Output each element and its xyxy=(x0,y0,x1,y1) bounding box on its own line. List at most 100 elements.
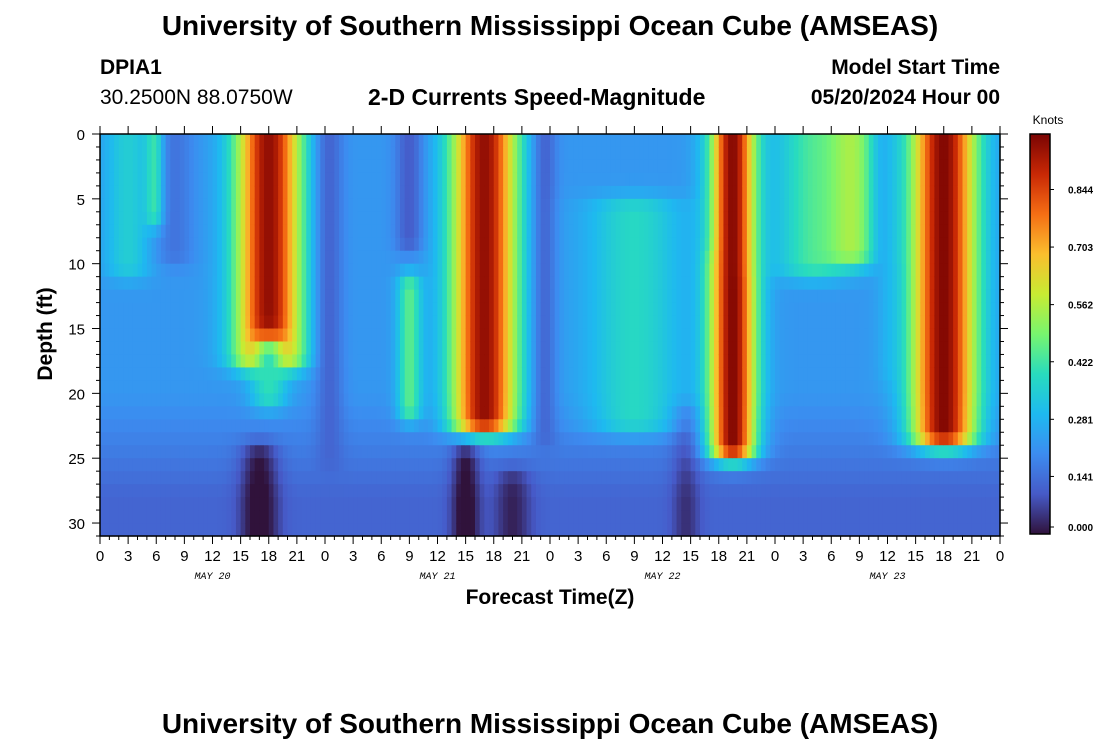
heatmap-cell xyxy=(273,172,279,187)
heatmap-cell xyxy=(475,432,481,446)
heatmap-cell xyxy=(470,146,476,161)
heatmap-cell xyxy=(390,328,396,343)
heatmap-cell xyxy=(404,380,410,394)
heatmap-cell xyxy=(207,198,214,213)
heatmap-cell xyxy=(671,224,678,239)
heatmap-cell xyxy=(282,198,289,213)
heatmap-cell xyxy=(831,159,837,174)
heatmap-cell xyxy=(282,380,289,394)
heatmap-cell xyxy=(282,497,289,511)
heatmap-cell xyxy=(512,328,518,343)
heatmap-cell xyxy=(606,497,612,511)
heatmap-cell xyxy=(503,406,509,420)
heatmap-cell xyxy=(770,289,776,304)
heatmap-cell xyxy=(817,341,823,356)
heatmap-cell xyxy=(278,315,284,330)
heatmap-cell xyxy=(817,354,823,369)
heatmap-cell xyxy=(531,159,537,174)
heatmap-cell xyxy=(282,393,289,407)
heatmap-cell xyxy=(235,380,242,394)
heatmap-cell xyxy=(306,432,312,446)
heatmap-cell xyxy=(812,523,818,537)
heatmap-cell xyxy=(409,406,415,420)
heatmap-cell xyxy=(671,523,678,537)
heatmap-cell xyxy=(217,237,223,252)
heatmap-cell xyxy=(704,523,710,537)
heatmap-cell xyxy=(184,328,190,343)
heatmap-cell xyxy=(700,134,706,148)
heatmap-cell xyxy=(231,198,237,213)
heatmap-cell xyxy=(812,250,818,265)
heatmap-cell xyxy=(282,328,289,343)
heatmap-cell xyxy=(100,211,106,226)
heatmap-cell xyxy=(207,315,214,330)
heatmap-cell xyxy=(390,146,396,161)
heatmap-cell xyxy=(315,484,321,498)
heatmap-cell xyxy=(718,484,725,498)
heatmap-cell xyxy=(596,289,603,304)
heatmap-cell xyxy=(493,471,500,485)
heatmap-cell xyxy=(114,134,120,148)
heatmap-cell xyxy=(592,432,598,446)
heatmap-cell xyxy=(418,315,425,330)
heatmap-cell xyxy=(306,354,312,369)
heatmap-cell xyxy=(601,484,607,498)
heatmap-cell xyxy=(503,146,509,161)
heatmap-cell xyxy=(460,445,467,459)
heatmap-cell xyxy=(760,276,767,291)
heatmap-cell xyxy=(850,380,856,394)
heatmap-cell xyxy=(484,172,490,187)
heatmap-cell xyxy=(573,393,579,407)
heatmap-cell xyxy=(123,328,129,343)
heatmap-cell xyxy=(695,445,701,459)
heatmap-cell xyxy=(217,159,223,174)
heatmap-cell xyxy=(779,302,785,317)
heatmap-cell xyxy=(756,406,762,420)
heatmap-cell xyxy=(348,224,354,239)
heatmap-cell xyxy=(662,328,668,343)
heatmap-cell xyxy=(376,146,382,161)
heatmap-cell xyxy=(760,341,767,356)
heatmap-cell xyxy=(540,341,546,356)
heatmap-cell xyxy=(732,146,739,161)
heatmap-cell xyxy=(428,237,434,252)
heatmap-cell xyxy=(203,328,209,343)
heatmap-cell xyxy=(582,185,589,200)
heatmap-cell xyxy=(301,432,307,446)
heatmap-cell xyxy=(550,419,556,433)
heatmap-cell xyxy=(278,406,284,420)
heatmap-cell xyxy=(142,328,148,343)
heatmap-cell xyxy=(568,302,575,317)
heatmap-cell xyxy=(728,237,734,252)
heatmap-cell xyxy=(803,250,809,265)
heatmap-cell xyxy=(723,263,729,278)
heatmap-cell xyxy=(254,432,260,446)
heatmap-cell xyxy=(531,471,537,485)
heatmap-cell xyxy=(446,341,453,356)
heatmap-cell xyxy=(221,263,228,278)
heatmap-cell xyxy=(296,185,303,200)
heatmap-cell xyxy=(498,471,504,485)
heatmap-cell xyxy=(489,510,495,524)
heatmap-cell xyxy=(742,172,748,187)
heatmap-cell xyxy=(207,289,214,304)
heatmap-cell xyxy=(512,237,518,252)
heatmap-cell xyxy=(793,523,800,537)
heatmap-cell xyxy=(615,367,621,381)
heatmap-cell xyxy=(315,406,321,420)
heatmap-cell xyxy=(554,250,560,265)
heatmap-cell xyxy=(700,497,706,511)
heatmap-cell xyxy=(104,497,110,511)
heatmap-cell xyxy=(831,250,837,265)
heatmap-cell xyxy=(681,198,687,213)
heatmap-cell xyxy=(535,276,542,291)
heatmap-cell xyxy=(770,159,776,174)
heatmap-cell xyxy=(357,354,364,369)
heatmap-cell xyxy=(554,367,560,381)
heatmap-cell xyxy=(596,198,603,213)
heatmap-cell xyxy=(765,432,771,446)
heatmap-cell xyxy=(742,484,748,498)
heatmap-cell xyxy=(100,510,106,524)
heatmap-cell xyxy=(287,315,293,330)
heatmap-cell xyxy=(306,484,312,498)
